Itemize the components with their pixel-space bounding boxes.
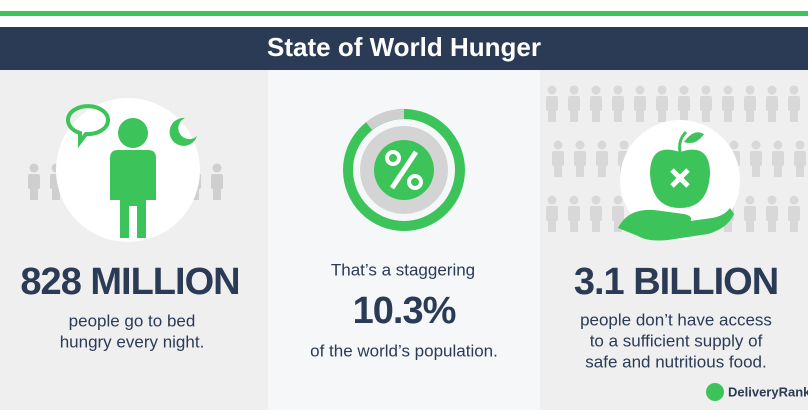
person-icon <box>574 140 586 177</box>
apple-hand-icon <box>618 130 734 241</box>
title: State of World Hunger <box>267 32 541 62</box>
person-icon <box>568 85 580 122</box>
brand: DeliveryRank <box>728 384 808 399</box>
person-icon <box>28 163 40 200</box>
person-icon <box>788 195 800 232</box>
logo-mark <box>706 383 724 401</box>
body-line: of the world’s population. <box>310 341 498 360</box>
body-line: safe and nutritious food. <box>585 352 766 371</box>
person-icon <box>590 195 602 232</box>
person-icon <box>590 85 602 122</box>
top-stripe <box>0 11 808 16</box>
person-icon <box>552 140 564 177</box>
headline: 3.1 BILLION <box>574 261 778 303</box>
person-icon <box>546 195 558 232</box>
person-icon <box>750 140 762 177</box>
person-icon <box>766 85 778 122</box>
body-line: people go to bed <box>69 311 196 330</box>
person-icon <box>722 85 734 122</box>
headline: 828 MILLION <box>20 261 239 303</box>
person-icon <box>596 140 608 177</box>
hungry-person-icon <box>65 104 197 238</box>
person-icon <box>794 140 806 177</box>
person-icon <box>634 85 646 122</box>
person-icon <box>700 85 712 122</box>
person-icon <box>612 195 624 232</box>
headline: 10.3% <box>353 290 456 332</box>
person-icon <box>772 140 784 177</box>
person-icon <box>678 85 690 122</box>
person-icon <box>656 85 668 122</box>
percent-icon <box>374 140 434 200</box>
person-icon <box>211 163 223 200</box>
banner <box>0 27 808 70</box>
person-icon <box>744 85 756 122</box>
person-icon <box>766 195 778 232</box>
body-line: to a sufficient supply of <box>590 331 763 350</box>
person-icon <box>568 195 580 232</box>
intro: That’s a staggering <box>331 260 475 279</box>
person-icon <box>744 195 756 232</box>
body-line: people don’t have access <box>580 310 772 329</box>
person-icon <box>788 85 800 122</box>
body-line: hungry every night. <box>60 332 205 351</box>
ring-gap <box>365 108 405 131</box>
person-icon <box>612 85 624 122</box>
person-icon <box>546 85 558 122</box>
